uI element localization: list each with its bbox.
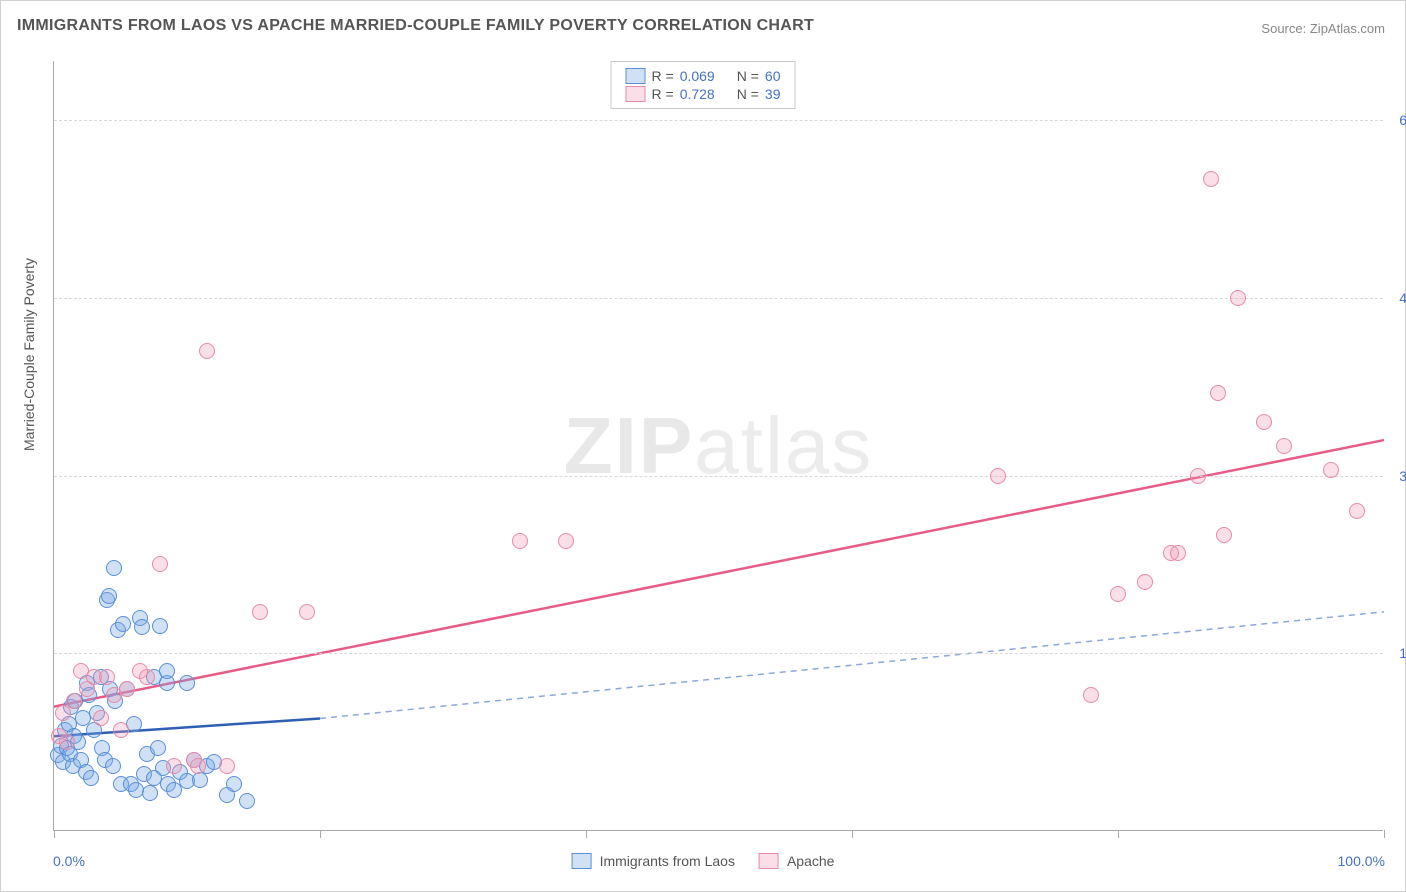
source-label: Source: [1261,21,1306,36]
scatter-point-laos [105,758,121,774]
scatter-point-apache [1190,468,1206,484]
y-axis-label: Married-Couple Family Poverty [21,258,37,451]
x-axis-max-label: 100.0% [1338,853,1385,869]
scatter-point-apache [1137,574,1153,590]
scatter-point-apache [1230,290,1246,306]
scatter-point-laos [159,663,175,679]
legend-item-laos: Immigrants from Laos [572,853,735,869]
scatter-point-apache [139,669,155,685]
x-tick [852,830,853,838]
scatter-point-apache [199,343,215,359]
series-legend: Immigrants from Laos Apache [572,853,835,869]
scatter-point-apache [119,681,135,697]
scatter-point-apache [1210,385,1226,401]
scatter-point-apache [1110,586,1126,602]
scatter-point-laos [179,675,195,691]
chart-title: IMMIGRANTS FROM LAOS VS APACHE MARRIED-C… [17,17,814,35]
scatter-point-apache [93,710,109,726]
x-tick [586,830,587,838]
x-axis-min-label: 0.0% [53,853,85,869]
scatter-point-laos [106,560,122,576]
y-tick-label: 45.0% [1389,290,1406,306]
scatter-point-apache [1349,503,1365,519]
r-label: R = [652,68,674,84]
r-value-series1: 0.069 [680,68,715,84]
legend-label-laos: Immigrants from Laos [600,853,735,869]
scatter-point-laos [142,785,158,801]
scatter-point-apache [99,669,115,685]
n-label: N = [737,86,759,102]
legend-swatch-laos [626,68,646,84]
chart-container: IMMIGRANTS FROM LAOS VS APACHE MARRIED-C… [0,0,1406,892]
r-label: R = [652,86,674,102]
scatter-point-apache [1256,414,1272,430]
source-attribution: Source: ZipAtlas.com [1261,21,1385,36]
trend-line [320,612,1384,719]
scatter-point-apache [1170,545,1186,561]
n-value-series1: 60 [765,68,781,84]
legend-swatch-apache [626,86,646,102]
scatter-point-laos [192,772,208,788]
legend-label-apache: Apache [787,853,834,869]
legend-swatch-apache [759,853,779,869]
scatter-point-apache [990,468,1006,484]
x-tick [320,830,321,838]
x-tick [1384,830,1385,838]
scatter-point-apache [219,758,235,774]
scatter-point-apache [1323,462,1339,478]
scatter-point-apache [113,722,129,738]
scatter-point-apache [152,556,168,572]
r-value-series2: 0.728 [680,86,715,102]
scatter-point-apache [252,604,268,620]
scatter-point-apache [1216,527,1232,543]
y-tick-label: 60.0% [1389,112,1406,128]
scatter-point-apache [299,604,315,620]
legend-row-series2: R = 0.728 N = 39 [626,86,781,102]
n-value-series2: 39 [765,86,781,102]
scatter-point-apache [59,734,75,750]
scatter-point-laos [239,793,255,809]
gridline-h [54,298,1383,299]
legend-swatch-laos [572,853,592,869]
scatter-point-laos [83,770,99,786]
scatter-point-apache [166,758,182,774]
scatter-point-apache [512,533,528,549]
trend-lines-layer [54,61,1384,831]
n-label: N = [737,68,759,84]
scatter-point-apache [1083,687,1099,703]
scatter-point-laos [150,740,166,756]
scatter-point-laos [101,588,117,604]
scatter-point-apache [1203,171,1219,187]
legend-item-apache: Apache [759,853,834,869]
scatter-point-laos [115,616,131,632]
scatter-point-laos [152,618,168,634]
scatter-point-apache [190,758,206,774]
scatter-point-laos [226,776,242,792]
scatter-point-apache [1276,438,1292,454]
correlation-legend: R = 0.069 N = 60 R = 0.728 N = 39 [611,61,796,109]
trend-line [54,440,1384,707]
x-tick [1118,830,1119,838]
x-tick [54,830,55,838]
scatter-point-apache [66,693,82,709]
gridline-h [54,653,1383,654]
scatter-point-apache [558,533,574,549]
y-tick-label: 15.0% [1389,645,1406,661]
plot-area: ZIPatlas 15.0%30.0%45.0%60.0% [53,61,1383,831]
source-value: ZipAtlas.com [1310,21,1385,36]
gridline-h [54,476,1383,477]
gridline-h [54,120,1383,121]
y-tick-label: 30.0% [1389,468,1406,484]
legend-row-series1: R = 0.069 N = 60 [626,68,781,84]
scatter-point-laos [134,619,150,635]
